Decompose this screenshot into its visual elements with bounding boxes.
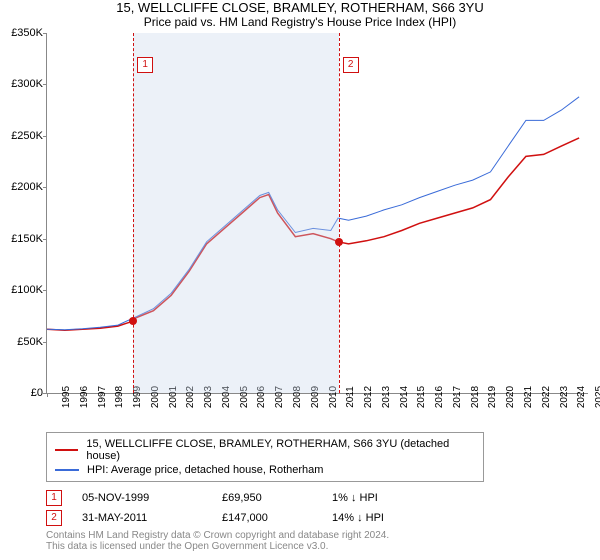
ytick-line (43, 239, 47, 240)
sales-events-table: 1 05-NOV-1999 £69,950 1% ↓ HPI 2 31-MAY-2011 £… (46, 488, 588, 528)
ytick-label: £300K (11, 78, 43, 90)
event-pct: 14% ↓ HPI (332, 512, 412, 524)
event-price: £69,950 (222, 492, 312, 504)
event-row-badge: 2 (46, 510, 62, 526)
ytick-label: £150K (11, 233, 43, 245)
event-badge: 1 (137, 57, 153, 73)
legend-swatch (55, 449, 78, 451)
ytick-line (43, 136, 47, 137)
xtick-label: 2025 (580, 386, 600, 408)
footer-line-2: This data is licensed under the Open Gov… (46, 541, 588, 552)
event-row: 1 05-NOV-1999 £69,950 1% ↓ HPI (46, 488, 588, 508)
chart-container: 15, WELLCLIFFE CLOSE, BRAMLEY, ROTHERHAM… (0, 0, 600, 560)
ytick-line (43, 290, 47, 291)
legend-label: 15, WELLCLIFFE CLOSE, BRAMLEY, ROTHERHAM… (86, 438, 475, 462)
event-date: 31-MAY-2011 (82, 512, 202, 524)
event-line (133, 33, 134, 393)
ytick-label: £350K (11, 27, 43, 39)
chart-subtitle: Price paid vs. HM Land Registry's House … (0, 15, 600, 29)
ytick-line (43, 342, 47, 343)
highlight-band (133, 33, 338, 393)
ytick-line (43, 187, 47, 188)
ytick-label: £250K (11, 130, 43, 142)
ytick-label: £200K (11, 181, 43, 193)
event-price: £147,000 (222, 512, 312, 524)
ytick-label: £0 (31, 387, 43, 399)
legend-row: HPI: Average price, detached house, Roth… (55, 463, 475, 477)
ytick-label: £100K (11, 284, 43, 296)
event-date: 05-NOV-1999 (82, 492, 202, 504)
footer-line-1: Contains HM Land Registry data © Crown c… (46, 530, 588, 541)
chart-title: 15, WELLCLIFFE CLOSE, BRAMLEY, ROTHERHAM… (0, 0, 600, 15)
event-row: 2 31-MAY-2011 £147,000 14% ↓ HPI (46, 508, 588, 528)
legend-label: HPI: Average price, detached house, Roth… (87, 464, 323, 476)
footer-attribution: Contains HM Land Registry data © Crown c… (46, 530, 588, 552)
event-row-badge: 1 (46, 490, 62, 506)
sale-dot (335, 238, 343, 246)
event-line (339, 33, 340, 393)
legend: 15, WELLCLIFFE CLOSE, BRAMLEY, ROTHERHAM… (46, 432, 484, 482)
event-pct: 1% ↓ HPI (332, 492, 412, 504)
chart-plot-area: £0£50K£100K£150K£200K£250K£300K£350K1995… (46, 33, 588, 394)
ytick-line (43, 84, 47, 85)
sale-dot (129, 317, 137, 325)
ytick-line (43, 33, 47, 34)
legend-swatch (55, 469, 79, 471)
legend-row: 15, WELLCLIFFE CLOSE, BRAMLEY, ROTHERHAM… (55, 437, 475, 463)
event-badge: 2 (343, 57, 359, 73)
ytick-label: £50K (17, 336, 43, 348)
